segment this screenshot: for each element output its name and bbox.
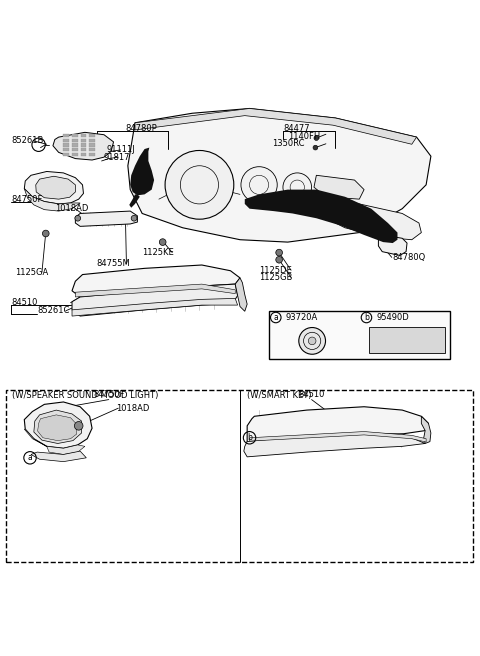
Bar — [63, 153, 69, 156]
Bar — [89, 143, 95, 147]
Bar — [63, 134, 69, 137]
Text: b: b — [364, 313, 369, 322]
Circle shape — [42, 230, 49, 237]
Polygon shape — [37, 415, 77, 441]
Circle shape — [308, 337, 316, 344]
Polygon shape — [75, 211, 137, 226]
Bar — [89, 148, 95, 152]
Polygon shape — [75, 284, 235, 297]
Text: 84510: 84510 — [11, 298, 37, 307]
Bar — [6, 390, 473, 562]
Text: 1125GB: 1125GB — [259, 273, 292, 282]
Circle shape — [159, 239, 166, 245]
Bar — [72, 138, 78, 142]
Polygon shape — [135, 108, 417, 144]
Circle shape — [276, 249, 282, 256]
Circle shape — [131, 215, 137, 221]
Polygon shape — [24, 189, 80, 211]
Bar — [63, 138, 69, 142]
Polygon shape — [31, 451, 86, 462]
Bar — [63, 148, 69, 152]
Polygon shape — [53, 133, 114, 160]
Text: 1125DE: 1125DE — [259, 266, 292, 275]
Text: 1018AD: 1018AD — [55, 204, 88, 213]
Circle shape — [314, 136, 319, 140]
Polygon shape — [314, 175, 364, 199]
Circle shape — [74, 422, 83, 430]
Circle shape — [283, 173, 312, 201]
Text: 84780P: 84780P — [125, 124, 157, 133]
Text: (W/SMART KEY): (W/SMART KEY) — [247, 391, 312, 400]
Text: 84510: 84510 — [299, 390, 325, 399]
Text: 84755M: 84755M — [97, 259, 131, 268]
Bar — [63, 143, 69, 147]
Bar — [81, 143, 86, 147]
Polygon shape — [24, 171, 84, 204]
Text: 1018AD: 1018AD — [116, 403, 149, 413]
Text: 91111J: 91111J — [107, 146, 135, 155]
Text: 84750F: 84750F — [93, 390, 124, 399]
Circle shape — [313, 145, 318, 150]
Bar — [72, 153, 78, 156]
Bar — [72, 143, 78, 147]
Text: 93720A: 93720A — [285, 313, 318, 322]
Polygon shape — [244, 433, 425, 457]
Text: 1350RC: 1350RC — [272, 139, 304, 148]
Text: 95490D: 95490D — [376, 313, 409, 322]
Polygon shape — [34, 410, 82, 443]
Bar — [269, 312, 450, 359]
Circle shape — [299, 327, 325, 354]
Bar — [89, 134, 95, 137]
Bar — [72, 148, 78, 152]
Polygon shape — [72, 265, 240, 297]
Polygon shape — [247, 407, 429, 447]
Text: 1140FH: 1140FH — [288, 132, 320, 141]
Circle shape — [165, 150, 234, 219]
Polygon shape — [24, 402, 92, 448]
Polygon shape — [72, 298, 238, 316]
Bar — [81, 153, 86, 156]
Polygon shape — [235, 278, 247, 312]
Bar — [89, 153, 95, 156]
Polygon shape — [128, 108, 431, 242]
Circle shape — [75, 215, 81, 221]
Text: a: a — [28, 453, 32, 462]
Bar — [72, 134, 78, 137]
Text: 84750F: 84750F — [11, 195, 42, 203]
Polygon shape — [245, 190, 397, 243]
Polygon shape — [24, 429, 85, 455]
Bar — [81, 134, 86, 137]
Text: (W/SPEAKER SOUND MOOD LIGHT): (W/SPEAKER SOUND MOOD LIGHT) — [12, 391, 158, 400]
Text: b: b — [247, 433, 252, 442]
Text: 84477: 84477 — [283, 124, 310, 133]
Text: a: a — [274, 313, 278, 322]
Text: 85261C: 85261C — [37, 306, 70, 316]
Polygon shape — [36, 176, 75, 199]
Text: 85261B: 85261B — [11, 136, 43, 146]
Text: 91817: 91817 — [104, 153, 131, 161]
Text: 84780Q: 84780Q — [393, 253, 426, 262]
Polygon shape — [421, 417, 431, 443]
Polygon shape — [378, 235, 407, 255]
Bar — [81, 148, 86, 152]
Text: 1125GA: 1125GA — [15, 268, 48, 277]
Polygon shape — [129, 194, 140, 208]
Circle shape — [241, 167, 277, 203]
Bar — [89, 138, 95, 142]
Bar — [369, 327, 445, 354]
Bar — [81, 138, 86, 142]
Polygon shape — [130, 148, 154, 195]
Polygon shape — [250, 432, 426, 442]
Circle shape — [276, 256, 282, 263]
Text: 1125KE: 1125KE — [142, 248, 174, 257]
Polygon shape — [72, 284, 238, 316]
Polygon shape — [326, 204, 421, 239]
